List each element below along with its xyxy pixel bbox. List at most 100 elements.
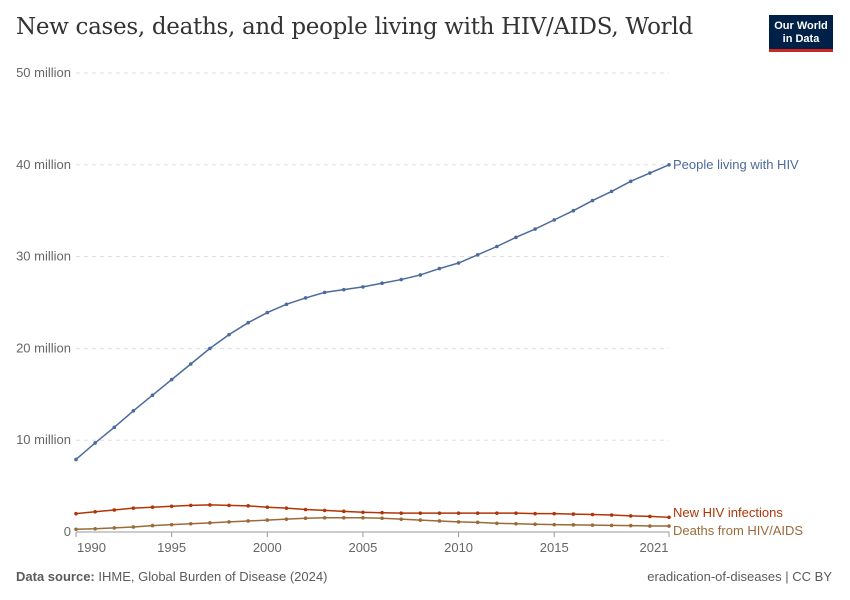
- data-point[interactable]: [380, 510, 384, 515]
- data-point[interactable]: [533, 511, 537, 516]
- data-point[interactable]: [150, 523, 155, 528]
- data-point[interactable]: [475, 511, 480, 515]
- data-point[interactable]: [246, 504, 250, 508]
- data-point[interactable]: [609, 189, 614, 194]
- data-point[interactable]: [418, 511, 423, 515]
- data-point[interactable]: [227, 520, 231, 524]
- series-label[interactable]: New HIV infections: [673, 505, 783, 520]
- data-point[interactable]: [648, 514, 652, 519]
- data-point[interactable]: [571, 512, 576, 516]
- data-point[interactable]: [74, 457, 78, 462]
- data-point[interactable]: [169, 377, 174, 382]
- data-point[interactable]: [322, 290, 327, 295]
- data-point[interactable]: [475, 520, 480, 525]
- data-point[interactable]: [188, 503, 193, 508]
- data-point[interactable]: [628, 514, 633, 518]
- data-point[interactable]: [437, 266, 442, 271]
- data-point[interactable]: [380, 281, 384, 286]
- data-point[interactable]: [303, 516, 308, 521]
- data-point[interactable]: [361, 285, 365, 289]
- data-point[interactable]: [246, 519, 250, 523]
- data-point[interactable]: [284, 506, 289, 510]
- data-point[interactable]: [342, 287, 346, 292]
- data-point[interactable]: [418, 518, 423, 522]
- data-point[interactable]: [93, 526, 97, 531]
- data-point[interactable]: [93, 441, 97, 445]
- data-point[interactable]: [667, 515, 671, 520]
- data-point[interactable]: [380, 516, 384, 521]
- data-point[interactable]: [552, 511, 557, 516]
- data-point[interactable]: [303, 507, 308, 512]
- data-point[interactable]: [514, 521, 518, 526]
- data-point[interactable]: [552, 522, 557, 527]
- series-line-0[interactable]: [75, 164, 670, 461]
- data-point[interactable]: [475, 252, 480, 257]
- data-point[interactable]: [495, 244, 499, 249]
- data-point[interactable]: [399, 517, 403, 521]
- data-point[interactable]: [437, 511, 442, 515]
- data-point[interactable]: [74, 511, 78, 516]
- data-point[interactable]: [667, 524, 671, 528]
- data-point[interactable]: [437, 519, 442, 523]
- data-point[interactable]: [456, 511, 461, 515]
- data-point[interactable]: [514, 511, 518, 515]
- data-point[interactable]: [227, 503, 231, 508]
- data-point[interactable]: [227, 332, 231, 337]
- data-point[interactable]: [284, 302, 289, 307]
- data-point[interactable]: [648, 171, 652, 175]
- data-point[interactable]: [628, 179, 633, 184]
- data-point[interactable]: [361, 515, 365, 520]
- data-point[interactable]: [456, 261, 461, 265]
- data-point[interactable]: [590, 523, 595, 527]
- data-point[interactable]: [188, 362, 193, 366]
- series-line-1[interactable]: [75, 504, 670, 519]
- data-point[interactable]: [112, 508, 117, 512]
- data-point[interactable]: [93, 510, 97, 514]
- data-point[interactable]: [609, 523, 614, 528]
- data-point[interactable]: [265, 505, 270, 510]
- data-point[interactable]: [628, 523, 633, 528]
- data-point[interactable]: [303, 296, 308, 300]
- data-point[interactable]: [169, 504, 174, 509]
- data-point[interactable]: [361, 510, 365, 515]
- data-point[interactable]: [571, 208, 576, 213]
- series-label[interactable]: Deaths from HIV/AIDS: [673, 523, 803, 538]
- data-point[interactable]: [552, 218, 557, 222]
- data-point[interactable]: [590, 512, 595, 517]
- data-point[interactable]: [112, 425, 117, 430]
- data-point[interactable]: [74, 527, 78, 532]
- data-point[interactable]: [590, 198, 595, 203]
- data-point[interactable]: [208, 521, 212, 525]
- data-point[interactable]: [322, 508, 327, 513]
- data-point[interactable]: [571, 523, 576, 527]
- data-point[interactable]: [342, 509, 346, 514]
- data-point[interactable]: [208, 346, 212, 351]
- series-line-2[interactable]: [75, 517, 669, 530]
- series-label[interactable]: People living with HIV: [673, 157, 799, 172]
- data-point[interactable]: [495, 511, 499, 515]
- data-point[interactable]: [418, 273, 423, 277]
- data-point[interactable]: [322, 515, 327, 520]
- data-point[interactable]: [150, 393, 155, 398]
- data-point[interactable]: [456, 520, 461, 524]
- data-point[interactable]: [284, 517, 289, 521]
- data-point[interactable]: [533, 522, 537, 526]
- owid-logo[interactable]: Our World in Data: [769, 15, 833, 52]
- data-point[interactable]: [495, 521, 499, 526]
- data-point[interactable]: [169, 522, 174, 527]
- data-point[interactable]: [131, 525, 136, 529]
- data-point[interactable]: [533, 227, 537, 231]
- data-point[interactable]: [265, 310, 270, 315]
- footer-license[interactable]: eradication-of-diseases | CC BY: [647, 569, 832, 584]
- source-link[interactable]: IHME, Global Burden of Disease (2024): [98, 569, 328, 584]
- data-point[interactable]: [208, 503, 212, 507]
- data-point[interactable]: [399, 277, 403, 282]
- data-point[interactable]: [131, 409, 136, 413]
- data-point[interactable]: [188, 521, 193, 526]
- data-point[interactable]: [667, 163, 671, 167]
- data-point[interactable]: [399, 511, 403, 515]
- data-point[interactable]: [514, 235, 518, 240]
- data-point[interactable]: [246, 320, 250, 325]
- data-point[interactable]: [265, 518, 270, 522]
- data-point[interactable]: [131, 506, 136, 510]
